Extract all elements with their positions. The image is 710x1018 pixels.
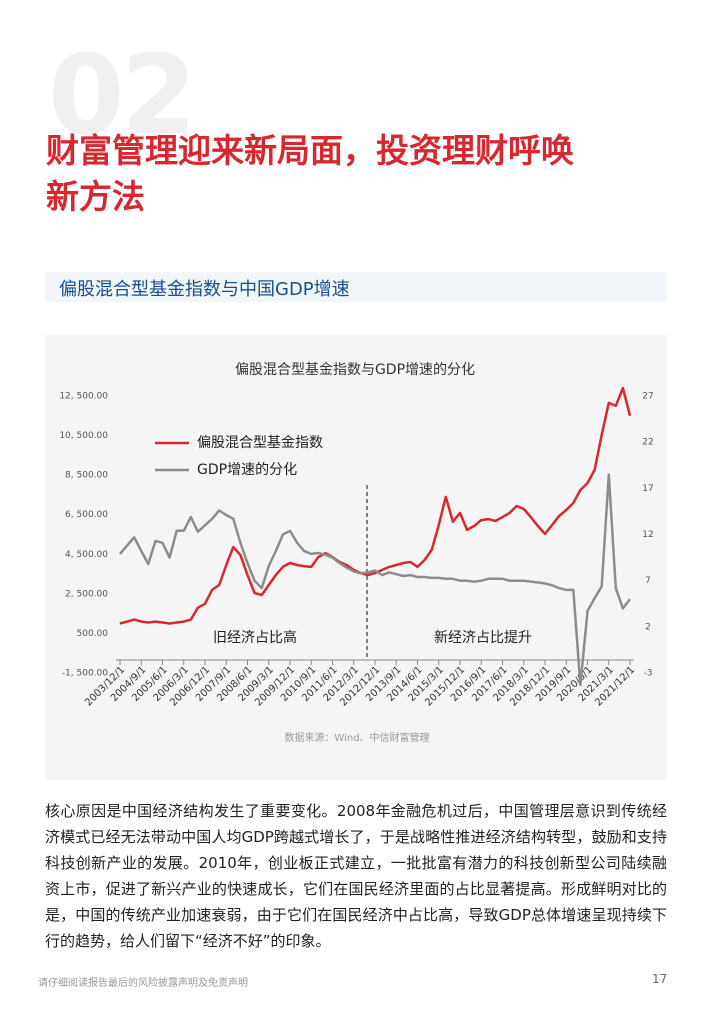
- chart: 偏股混合型基金指数与GDP增速的分化 旧经济占比高 新经济占比提升 数据来源：W…: [59, 361, 653, 744]
- y-tick-label: 2, 500.00: [65, 589, 108, 599]
- y-tick-label: 500.00: [77, 629, 109, 639]
- title-line: 财富管理迎来新局面，投资理财呼唤: [46, 131, 574, 170]
- y2-tick-label: -3: [644, 669, 653, 679]
- series-line: [119, 386, 632, 625]
- legend-label: 偏股混合型基金指数: [197, 434, 323, 451]
- body-text: 核心原因是中国经济结构发生了重要变化。2008年金融危机过后，中国管理层意识到传…: [45, 802, 667, 950]
- disclaimer: 请仔细阅读报告最后的风险披露声明及免责声明: [38, 978, 248, 989]
- section-heading-bar: 偏股混合型基金指数与中国GDP增速: [45, 272, 667, 302]
- y2-tick-label: 27: [642, 392, 653, 402]
- y-tick-label: 6, 500.00: [65, 510, 108, 520]
- legend-label: GDP增速的分化: [197, 462, 297, 478]
- section-number: 02: [48, 31, 197, 159]
- section-heading: 偏股混合型基金指数与中国GDP增速: [59, 279, 350, 300]
- chart-box: 偏股混合型基金指数与GDP增速的分化 旧经济占比高 新经济占比提升 数据来源：W…: [45, 335, 667, 780]
- y2-tick-label: 7: [645, 576, 651, 586]
- y2-tick-label: 2: [645, 622, 651, 632]
- y-tick-label: 4, 500.00: [65, 550, 108, 560]
- annotation: 旧经济占比高: [213, 629, 297, 646]
- y2-tick-label: 12: [642, 530, 653, 540]
- title: 财富管理迎来新局面，投资理财呼唤 新方法: [46, 128, 574, 220]
- y-tick-label: 12, 500.00: [59, 392, 108, 402]
- chart-title: 偏股混合型基金指数与GDP增速的分化: [235, 361, 475, 378]
- y-tick-label: -1, 500.00: [62, 669, 108, 679]
- page-number: 17: [652, 972, 668, 986]
- y-tick-label: 8, 500.00: [65, 471, 108, 481]
- y-tick-label: 10, 500.00: [59, 431, 108, 441]
- annotation: 新经济占比提升: [434, 630, 532, 646]
- y2-tick-label: 17: [642, 484, 653, 494]
- title-line: 新方法: [46, 177, 145, 216]
- series-line: [119, 473, 631, 687]
- y2-tick-label: 22: [642, 438, 653, 448]
- source: 数据来源：Wind、中信财富管理: [284, 731, 429, 744]
